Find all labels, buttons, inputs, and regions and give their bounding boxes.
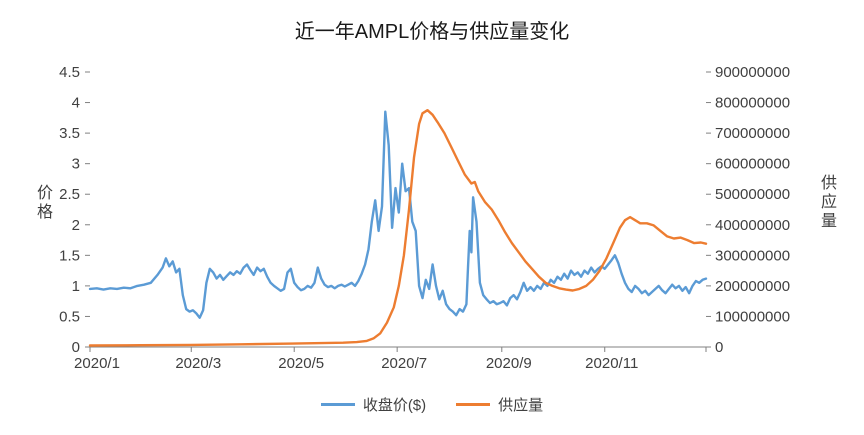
y-left-tick-label: 1 [72,278,80,295]
y-right-tick-label: 500000000 [715,186,790,203]
price-series-swatch [320,403,355,406]
x-tick-label: 2020/5 [278,355,324,372]
x-tick-label: 2020/3 [175,355,221,372]
y-left-tick-label: 3.5 [59,125,80,142]
y-left-tick-label: 1.5 [59,247,80,264]
legend-label-supply: 供应量 [498,397,544,414]
chart-title: 近一年AMPL价格与供应量变化 [294,21,570,43]
y-left-tick-label: 2 [72,217,80,234]
y-right-tick-label: 600000000 [715,156,790,173]
y-right-tick-label: 300000000 [715,247,790,264]
y-left-tick-label: 4.5 [59,64,80,81]
y-right-tick-label: 200000000 [715,278,790,295]
x-tick-label: 2020/7 [381,355,427,372]
y-left-tick-label: 4 [72,95,80,112]
right-axis-title: 供应量 [818,174,835,231]
y-left-tick-label: 0 [72,339,80,356]
price-series-line [88,110,708,319]
legend-item-supply: 供应量 [456,394,543,415]
chart-legend: 收盘价($) 供应量 [0,394,864,415]
y-left-tick-label: 0.5 [59,308,80,325]
y-left-tick-label: 3 [72,156,80,173]
y-right-tick-label: 700000000 [715,125,790,142]
left-axis-title: 价格 [34,184,51,222]
legend-label-price: 收盘价($) [362,397,427,414]
supply-series-line [88,108,708,347]
supply-series-swatch [456,403,491,406]
x-tick-label: 2020/1 [74,355,120,372]
y-right-tick-label: 0 [715,339,723,356]
y-right-tick-label: 400000000 [715,217,790,234]
x-tick-label: 2020/11 [585,355,638,372]
y-right-tick-label: 800000000 [715,95,790,112]
y-right-tick-label: 100000000 [715,308,790,325]
legend-item-price: 收盘价($) [320,394,427,415]
y-left-tick-label: 2.5 [59,186,80,203]
y-right-tick-label: 900000000 [715,64,790,81]
x-tick-label: 2020/9 [486,355,532,372]
